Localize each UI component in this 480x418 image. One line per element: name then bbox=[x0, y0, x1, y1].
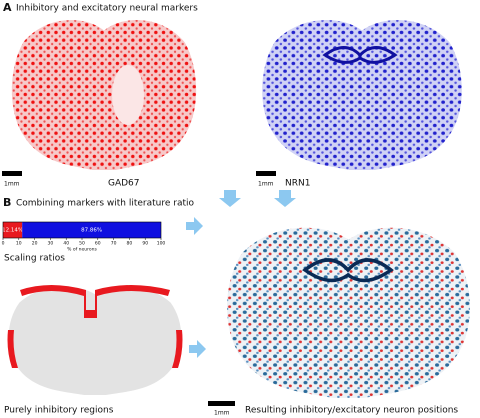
scale-bar bbox=[208, 401, 235, 406]
ratio-bar: 12.14% 87.86% 0 10 20 30 40 50 60 70 80 90 100 % of n… bbox=[2, 221, 166, 253]
caption: Resulting inhibitory/excitatory neuron p… bbox=[245, 406, 458, 416]
arrow bbox=[274, 190, 296, 207]
x-tick-label: 50 bbox=[79, 241, 85, 247]
x-tick-label: 100 bbox=[157, 241, 166, 247]
inhibitory-region bbox=[20, 285, 170, 318]
hippocampus bbox=[302, 258, 394, 283]
result-image bbox=[227, 227, 470, 398]
x-tick-label: 10 bbox=[16, 241, 22, 247]
x-tick-label: 60 bbox=[95, 241, 101, 247]
x-tick-label: 0 bbox=[2, 241, 5, 247]
x-tick-label: 40 bbox=[63, 241, 69, 247]
hippocampus bbox=[322, 46, 398, 64]
regions-image bbox=[8, 286, 182, 395]
panel-label: B bbox=[3, 196, 11, 209]
value-label: 12.14% bbox=[2, 228, 23, 234]
arrow bbox=[219, 190, 241, 207]
scale-bar bbox=[256, 171, 276, 176]
nrn1-image bbox=[262, 20, 462, 170]
x-axis-label: % of neurons bbox=[67, 247, 97, 253]
scale-label: 1mm bbox=[258, 181, 274, 188]
bar-segment bbox=[3, 222, 23, 238]
value-label: 87.86% bbox=[81, 228, 102, 234]
x-tick-label: 30 bbox=[48, 241, 54, 247]
caption: NRN1 bbox=[285, 179, 310, 189]
caption: Scaling ratios bbox=[4, 254, 65, 264]
arrow bbox=[186, 217, 203, 235]
x-tick-label: 70 bbox=[111, 241, 117, 247]
panel-title: Inhibitory and excitatory neural markers bbox=[16, 4, 198, 14]
scale-label: 1mm bbox=[214, 410, 230, 417]
x-tick-label: 20 bbox=[32, 241, 38, 247]
gad67-center bbox=[112, 65, 144, 125]
gad67-image bbox=[11, 20, 197, 170]
bar-segment bbox=[22, 222, 162, 238]
scale-bar bbox=[2, 171, 22, 176]
arrow bbox=[189, 340, 206, 358]
x-tick-label: 90 bbox=[142, 241, 148, 247]
scale-label: 1mm bbox=[4, 181, 20, 188]
panel-label: A bbox=[3, 1, 12, 14]
caption: GAD67 bbox=[108, 179, 140, 189]
panel-title: Combining markers with literature ratio bbox=[16, 199, 195, 209]
x-tick-label: 80 bbox=[127, 241, 133, 247]
caption: Purely inhibitory regions bbox=[4, 406, 114, 416]
